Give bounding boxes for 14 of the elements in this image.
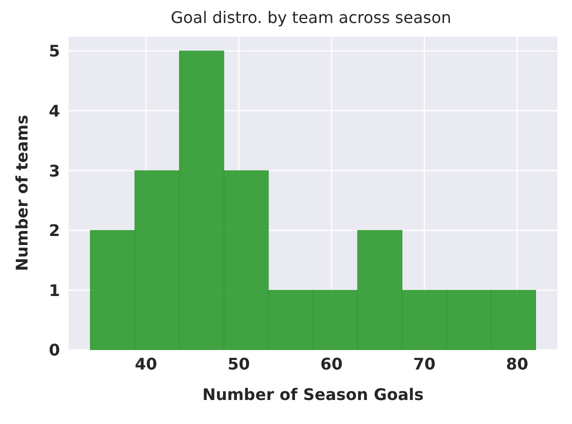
y-tick-label: 5 — [48, 42, 60, 61]
y-tick-label: 0 — [48, 340, 60, 360]
y-axis-title: Number of teams — [12, 114, 32, 272]
y-tick-label: 1 — [48, 280, 60, 300]
chart-title: Goal distro. by team across season — [170, 8, 452, 29]
x-tick-label: 70 — [413, 354, 436, 374]
x-axis-title: Number of Season Goals — [202, 385, 424, 404]
x-tick-label: 50 — [228, 354, 250, 374]
y-tick-label: 4 — [48, 101, 60, 120]
y-tick-label: 2 — [48, 221, 60, 240]
x-tick-label: 60 — [320, 354, 343, 374]
x-tick-label: 40 — [134, 354, 158, 374]
y-tick-label: 3 — [48, 161, 60, 180]
x-tick-label: 80 — [506, 354, 528, 374]
